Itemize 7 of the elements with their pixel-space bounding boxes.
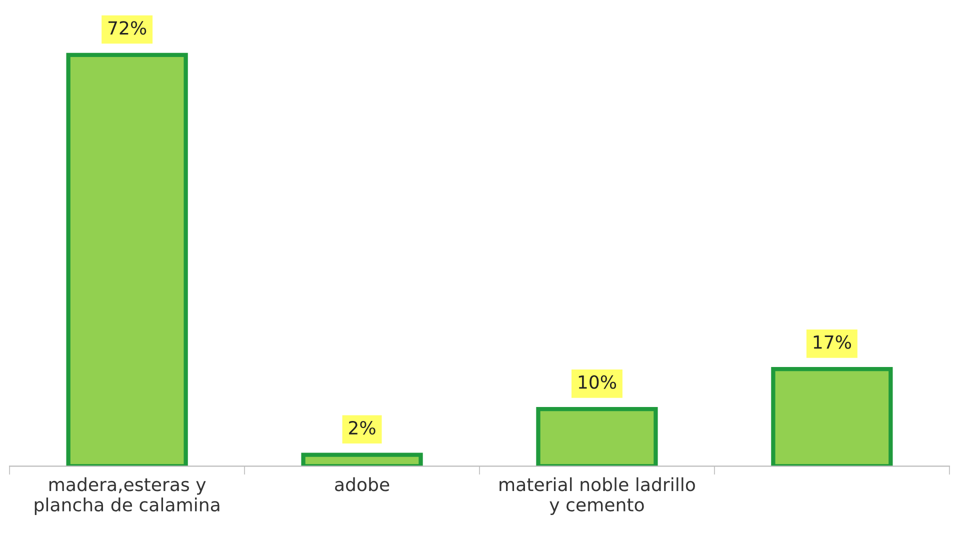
data-label: 2% <box>349 420 376 435</box>
data-label: 10% <box>578 375 616 389</box>
x-tick-label: madera,esteras y plancha de calamina <box>34 477 220 516</box>
x-tick-label: adobe <box>335 477 390 492</box>
data-label: 17% <box>814 335 851 349</box>
x-tick-label: material noble ladrillo y cemento <box>500 477 695 516</box>
data-label: 72% <box>108 21 146 35</box>
